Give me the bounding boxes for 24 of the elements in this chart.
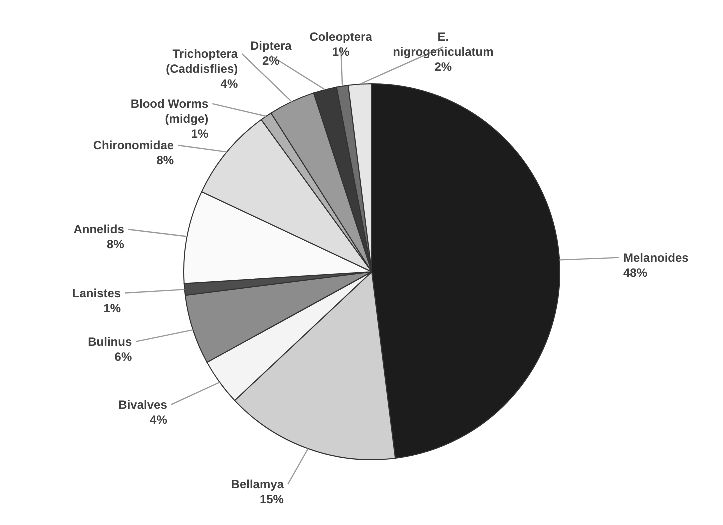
slice-label: Coleoptera [310,30,373,44]
slice-label: Blood Worms (midge) [130,96,209,126]
data-label: 4% [220,76,238,91]
slice-label: Bivalves [118,398,168,412]
data-label: 1% [104,301,122,316]
data-label: 1% [191,126,209,141]
slice-label: E. nigrogeniculatum [393,30,494,60]
slice-label: Trichoptera (Caddisflies) [166,46,238,76]
data-label: 48% [624,266,648,280]
slice-label: Bulinus [88,334,132,349]
slice-label: Lanistes [72,286,122,300]
data-label: 8% [156,154,174,168]
slice-label: Bellamya [231,478,284,492]
slice-label: Diptera [250,38,292,53]
data-label: 1% [332,45,350,60]
data-label: 8% [107,238,125,252]
data-label: 15% [260,492,284,507]
slice-label: Melanoides [624,250,690,265]
data-label: 2% [434,60,452,74]
slice-label: Chironomidae [93,138,174,153]
data-label: 2% [262,54,280,68]
slice-label: Annelids [74,222,125,237]
data-label: 4% [150,412,168,427]
data-label: 6% [114,350,132,364]
